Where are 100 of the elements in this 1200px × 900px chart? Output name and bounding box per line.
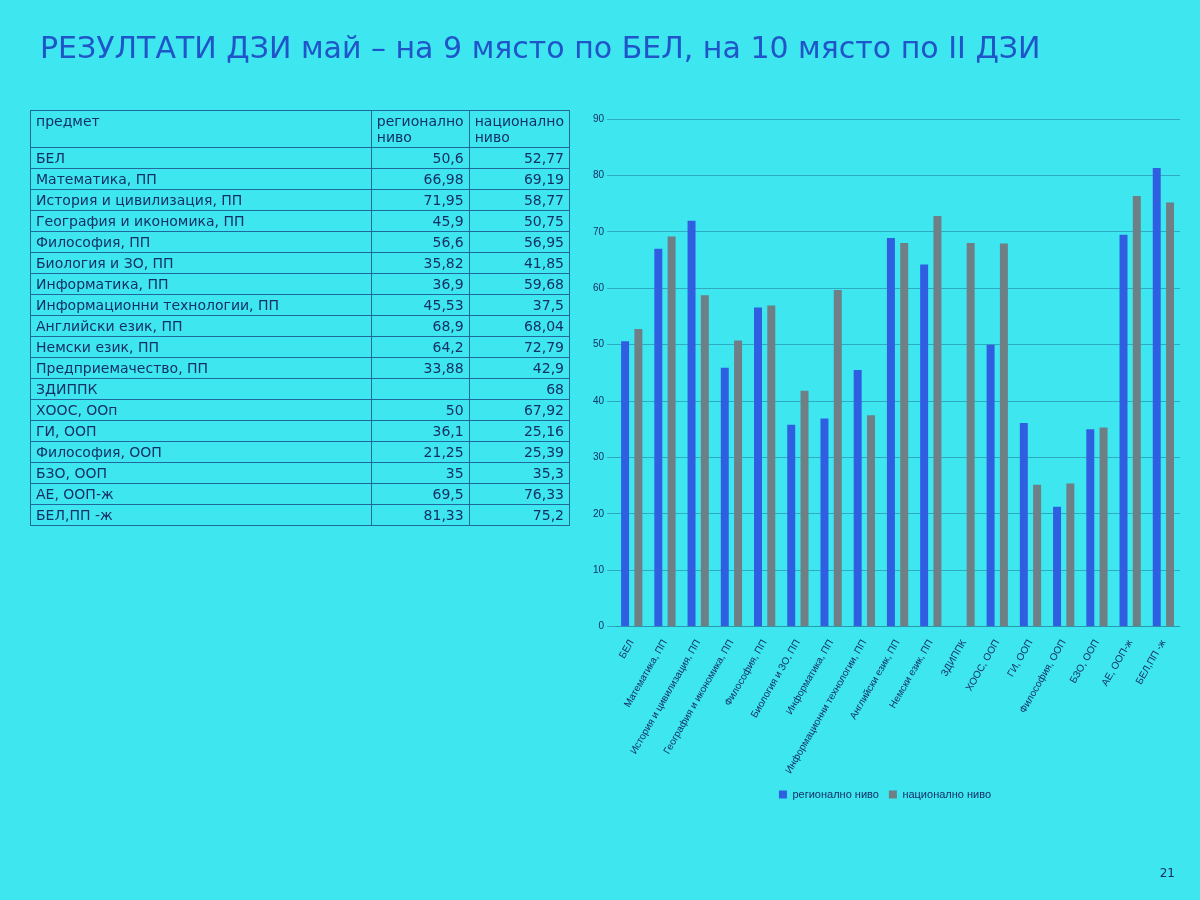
bar [1066,483,1075,627]
data-label: 69,5 [371,483,470,505]
category-label: Предприемачество, ПП [30,357,372,379]
bar [853,369,862,627]
data-label: 68,9 [371,315,470,337]
data-label: 66,98 [371,168,470,190]
data-label: 52,77 [469,147,570,169]
y-tick-label: 90 [593,112,605,124]
data-label: 41,85 [469,252,570,274]
legend-label: регионално ниво [792,787,879,800]
bar [999,243,1008,627]
data-label: 45,53 [371,294,470,316]
category-label: Математика, ПП [30,168,372,190]
data-label: 75,2 [469,504,570,526]
category-label: ХООС, ООп [30,399,372,421]
category-label: Философия, ООП [30,441,372,463]
data-label: 58,77 [469,189,570,211]
data-label: 50 [371,399,470,421]
data-label: 35,3 [469,462,570,484]
category-label: Биология и ЗО, ПП [30,252,372,274]
bar [667,236,676,627]
bar [720,367,729,627]
data-label: 71,95 [371,189,470,211]
data-label: 72,79 [469,336,570,358]
data-label: 56,6 [371,231,470,253]
bar [687,220,696,627]
category-label: Информатика, ПП [30,273,372,295]
bar [787,424,796,627]
data-label: 69,19 [469,168,570,190]
bar [634,329,643,627]
text: национално ниво [469,110,570,148]
bar [1086,429,1095,627]
bar [866,415,875,627]
category-label: ГИ, ООП [30,420,372,442]
bar [986,344,995,627]
category-label: История и цивилизация, ПП [30,189,372,211]
bar [966,243,975,627]
y-tick-label: 70 [593,225,605,237]
bar [1166,202,1175,627]
y-tick-label: 60 [593,282,605,293]
text: предмет [30,110,372,148]
data-label: 68,04 [469,315,570,337]
category-label: БЗО, ООП [30,462,372,484]
data-label: 36,9 [371,273,470,295]
data-label: 67,92 [469,399,570,421]
category-label: АЕ, ООП-ж [30,483,372,505]
data-label: 37,5 [469,294,570,316]
category-label: Философия, ПП [30,231,372,253]
y-tick-label: 30 [593,451,605,463]
bar [1099,427,1108,627]
data-label: 45,9 [371,210,470,232]
bar [820,418,829,627]
bar [700,295,709,627]
bar [1019,423,1028,627]
y-tick-label: 10 [593,564,605,576]
category-label: БЕЛ,ПП -ж [30,504,372,526]
data-label: 33,88 [371,357,470,379]
data-label: 25,39 [469,441,570,463]
category-label: БЕЛ [30,147,372,169]
data-label: 21,25 [371,441,470,463]
data-label: 81,33 [371,504,470,526]
bar [920,264,929,627]
bar [1119,234,1128,627]
data-label: 35 [371,462,470,484]
category-label: Информационни технологии, ПП [30,294,372,316]
y-tick-label: 80 [593,169,605,181]
bar [1033,484,1042,627]
bar [654,248,663,627]
y-tick-label: 50 [593,338,605,350]
y-tick-label: 20 [593,507,605,519]
data-label: 35,82 [371,252,470,274]
bar [767,305,776,627]
category-label: ЗДИППК [30,378,372,400]
legend-label: национално ниво [902,787,992,800]
bar [886,238,895,627]
data-label: 36,1 [371,420,470,442]
data-label: 59,68 [469,273,570,295]
data-label: 76,33 [469,483,570,505]
data-label: 42,9 [469,357,570,379]
data-label: 50,75 [469,210,570,232]
data-label: 68 [469,378,570,400]
text: регионално ниво [371,110,470,148]
bar [933,216,942,627]
data-label: 56,95 [469,231,570,253]
bar [833,290,842,627]
text: РЕЗУЛТАТИ ДЗИ май – на 9 място по БЕЛ, на 10 място по II ДЗИ [40,30,1042,65]
category-label: География и икономика, ПП [30,210,372,232]
y-tick-label: 40 [593,394,605,406]
bar [1132,196,1141,627]
bar [754,307,762,627]
bar [800,390,809,627]
data-label: 25,16 [469,420,570,442]
bar [621,341,630,627]
y-tick-label: 0 [598,620,605,632]
bar [1152,167,1161,627]
category-label: Английски език, ПП [30,315,372,337]
text: 21 [1159,866,1175,880]
bar [1053,506,1062,627]
data-label: 64,2 [371,336,470,358]
bar [900,242,909,627]
